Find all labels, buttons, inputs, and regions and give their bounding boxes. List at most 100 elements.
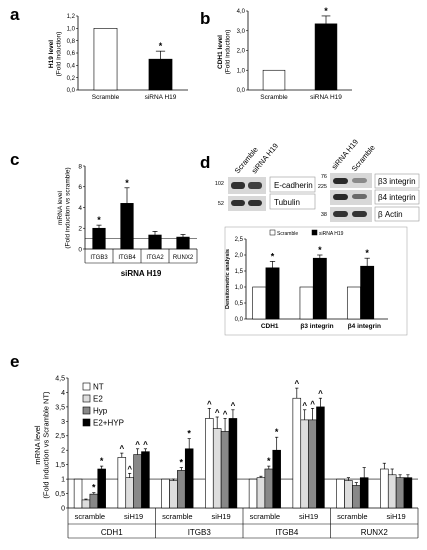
- y-tick-label: 3: [61, 419, 65, 426]
- y-tick-label: 0,0: [235, 317, 244, 323]
- bar: [169, 480, 178, 509]
- significance-mark: *: [271, 251, 275, 261]
- blot-band: [352, 194, 367, 199]
- blot-label-box-actin: [374, 206, 420, 222]
- blot-label-box-ecadherin: [269, 176, 316, 193]
- x-group-label: RUNX2: [361, 528, 389, 537]
- x-group-label: ITGB3: [188, 528, 212, 537]
- x-tick-label: β3 integrin: [300, 323, 333, 330]
- y-axis-label-line: (Fold induction): [55, 32, 62, 77]
- x-sub-label: scramble: [250, 512, 280, 521]
- x-axis-label: siRNA H19: [121, 269, 162, 278]
- y-axis-label: mRNA level(Fold induction vs scramble): [57, 167, 71, 248]
- bar: [220, 431, 230, 509]
- chart-b: 0,0 1,0 2,0 3,0 4,0 Scramble * siRNA H19 CDH1 le…: [217, 6, 352, 101]
- legend-swatch: [269, 229, 276, 236]
- significance-mark: *: [187, 429, 191, 439]
- bar: [117, 457, 127, 509]
- bar: [120, 203, 134, 250]
- significance-mark: ^: [318, 389, 323, 398]
- y-tick-label: 8: [78, 163, 82, 170]
- bar: [141, 451, 150, 509]
- blot-label-box-b4: [374, 189, 420, 205]
- y-tick-label: 2,0: [235, 253, 244, 259]
- bar: [125, 477, 134, 509]
- x-sub-label: scramble: [75, 512, 105, 521]
- blot-label-b3: β3 integrin: [378, 177, 416, 186]
- blot-band: [248, 182, 262, 189]
- significance-mark: *: [365, 248, 369, 258]
- y-tick-label: 0: [61, 505, 65, 512]
- legend-swatch: [82, 382, 91, 391]
- bar: [352, 485, 361, 509]
- y-axis-label-line: (Fold induction vs Scramble NT): [42, 391, 51, 499]
- significance-mark: *: [159, 41, 163, 51]
- y-tick-label: 0,0: [237, 88, 246, 94]
- x-group-label: CDH1: [101, 528, 123, 537]
- y-tick-label: 1,5: [55, 462, 65, 469]
- blot-mw-marker: 76: [321, 174, 327, 180]
- panel-letter-e: e: [10, 352, 19, 371]
- significance-mark: *: [125, 178, 129, 188]
- y-axis-label-line: H19 level: [48, 40, 55, 68]
- legend-label: NT: [93, 383, 104, 392]
- bar: [314, 23, 338, 91]
- chart-a: 0,0 0,2 0,4 0,6 0,8 1,0 1,2 Scramble * siRNA H19 H…: [48, 14, 188, 101]
- y-axis-label: CDH1 level(Fold induction): [217, 30, 231, 75]
- significance-mark: *: [318, 245, 322, 255]
- blot-band: [333, 211, 348, 217]
- blot-band: [333, 178, 348, 184]
- bar: [380, 468, 389, 509]
- bar: [308, 419, 317, 509]
- y-axis-label-line: mRNA level: [57, 190, 64, 225]
- y-tick-label: 0,0: [67, 88, 76, 94]
- significance-mark: ^: [310, 399, 315, 408]
- bar: [360, 265, 375, 320]
- y-tick-label: 4: [78, 205, 82, 212]
- blot-band: [352, 178, 367, 183]
- bar: [177, 470, 186, 509]
- y-tick-label: 0,2: [67, 76, 76, 82]
- bar: [316, 406, 325, 509]
- significance-mark: ^: [231, 401, 236, 410]
- bar: [184, 448, 194, 509]
- x-sub-label: scramble: [162, 512, 192, 521]
- blot-panel-tubulin: [228, 196, 266, 211]
- y-axis-label-line: mRNA level: [33, 425, 42, 465]
- bar: [359, 477, 369, 509]
- y-tick-label: 1,0: [67, 26, 76, 32]
- x-tick-label: siRNA H19: [310, 94, 342, 101]
- y-axis-label: Densitometric analysis: [225, 249, 231, 309]
- significance-mark: ^: [135, 440, 140, 449]
- y-tick-label: 0,6: [67, 51, 76, 57]
- y-tick-label: 0,5: [55, 491, 65, 498]
- y-tick-label: 0,5: [235, 301, 244, 307]
- bar: [73, 478, 83, 509]
- bar: [264, 468, 274, 509]
- y-axis-label-line: (Fold induction): [224, 30, 231, 75]
- x-sub-label: scramble: [337, 512, 367, 521]
- bar: [248, 478, 258, 509]
- blot-band: [231, 200, 245, 206]
- bar: [344, 480, 353, 509]
- blot-panel-actin: [330, 207, 372, 222]
- y-tick-label: 2: [78, 226, 82, 233]
- significance-mark: *: [100, 456, 104, 466]
- x-tick-label: siRNA H19: [145, 94, 177, 101]
- panel-letter-d: d: [200, 153, 210, 172]
- x-group-label: ITGB4: [275, 528, 299, 537]
- y-tick-label: 2,5: [55, 433, 65, 440]
- y-tick-label: 0,4: [67, 63, 76, 69]
- blot-band: [248, 200, 262, 206]
- bar: [148, 234, 162, 250]
- significance-mark: *: [275, 427, 279, 437]
- bar: [92, 227, 106, 250]
- x-sub-label: siH19: [212, 512, 231, 521]
- significance-mark: *: [324, 6, 328, 16]
- bar: [272, 449, 281, 509]
- bar: [89, 493, 99, 509]
- x-tick-label: CDH1: [261, 323, 279, 330]
- significance-mark: ^: [294, 379, 299, 388]
- bar: [346, 286, 361, 320]
